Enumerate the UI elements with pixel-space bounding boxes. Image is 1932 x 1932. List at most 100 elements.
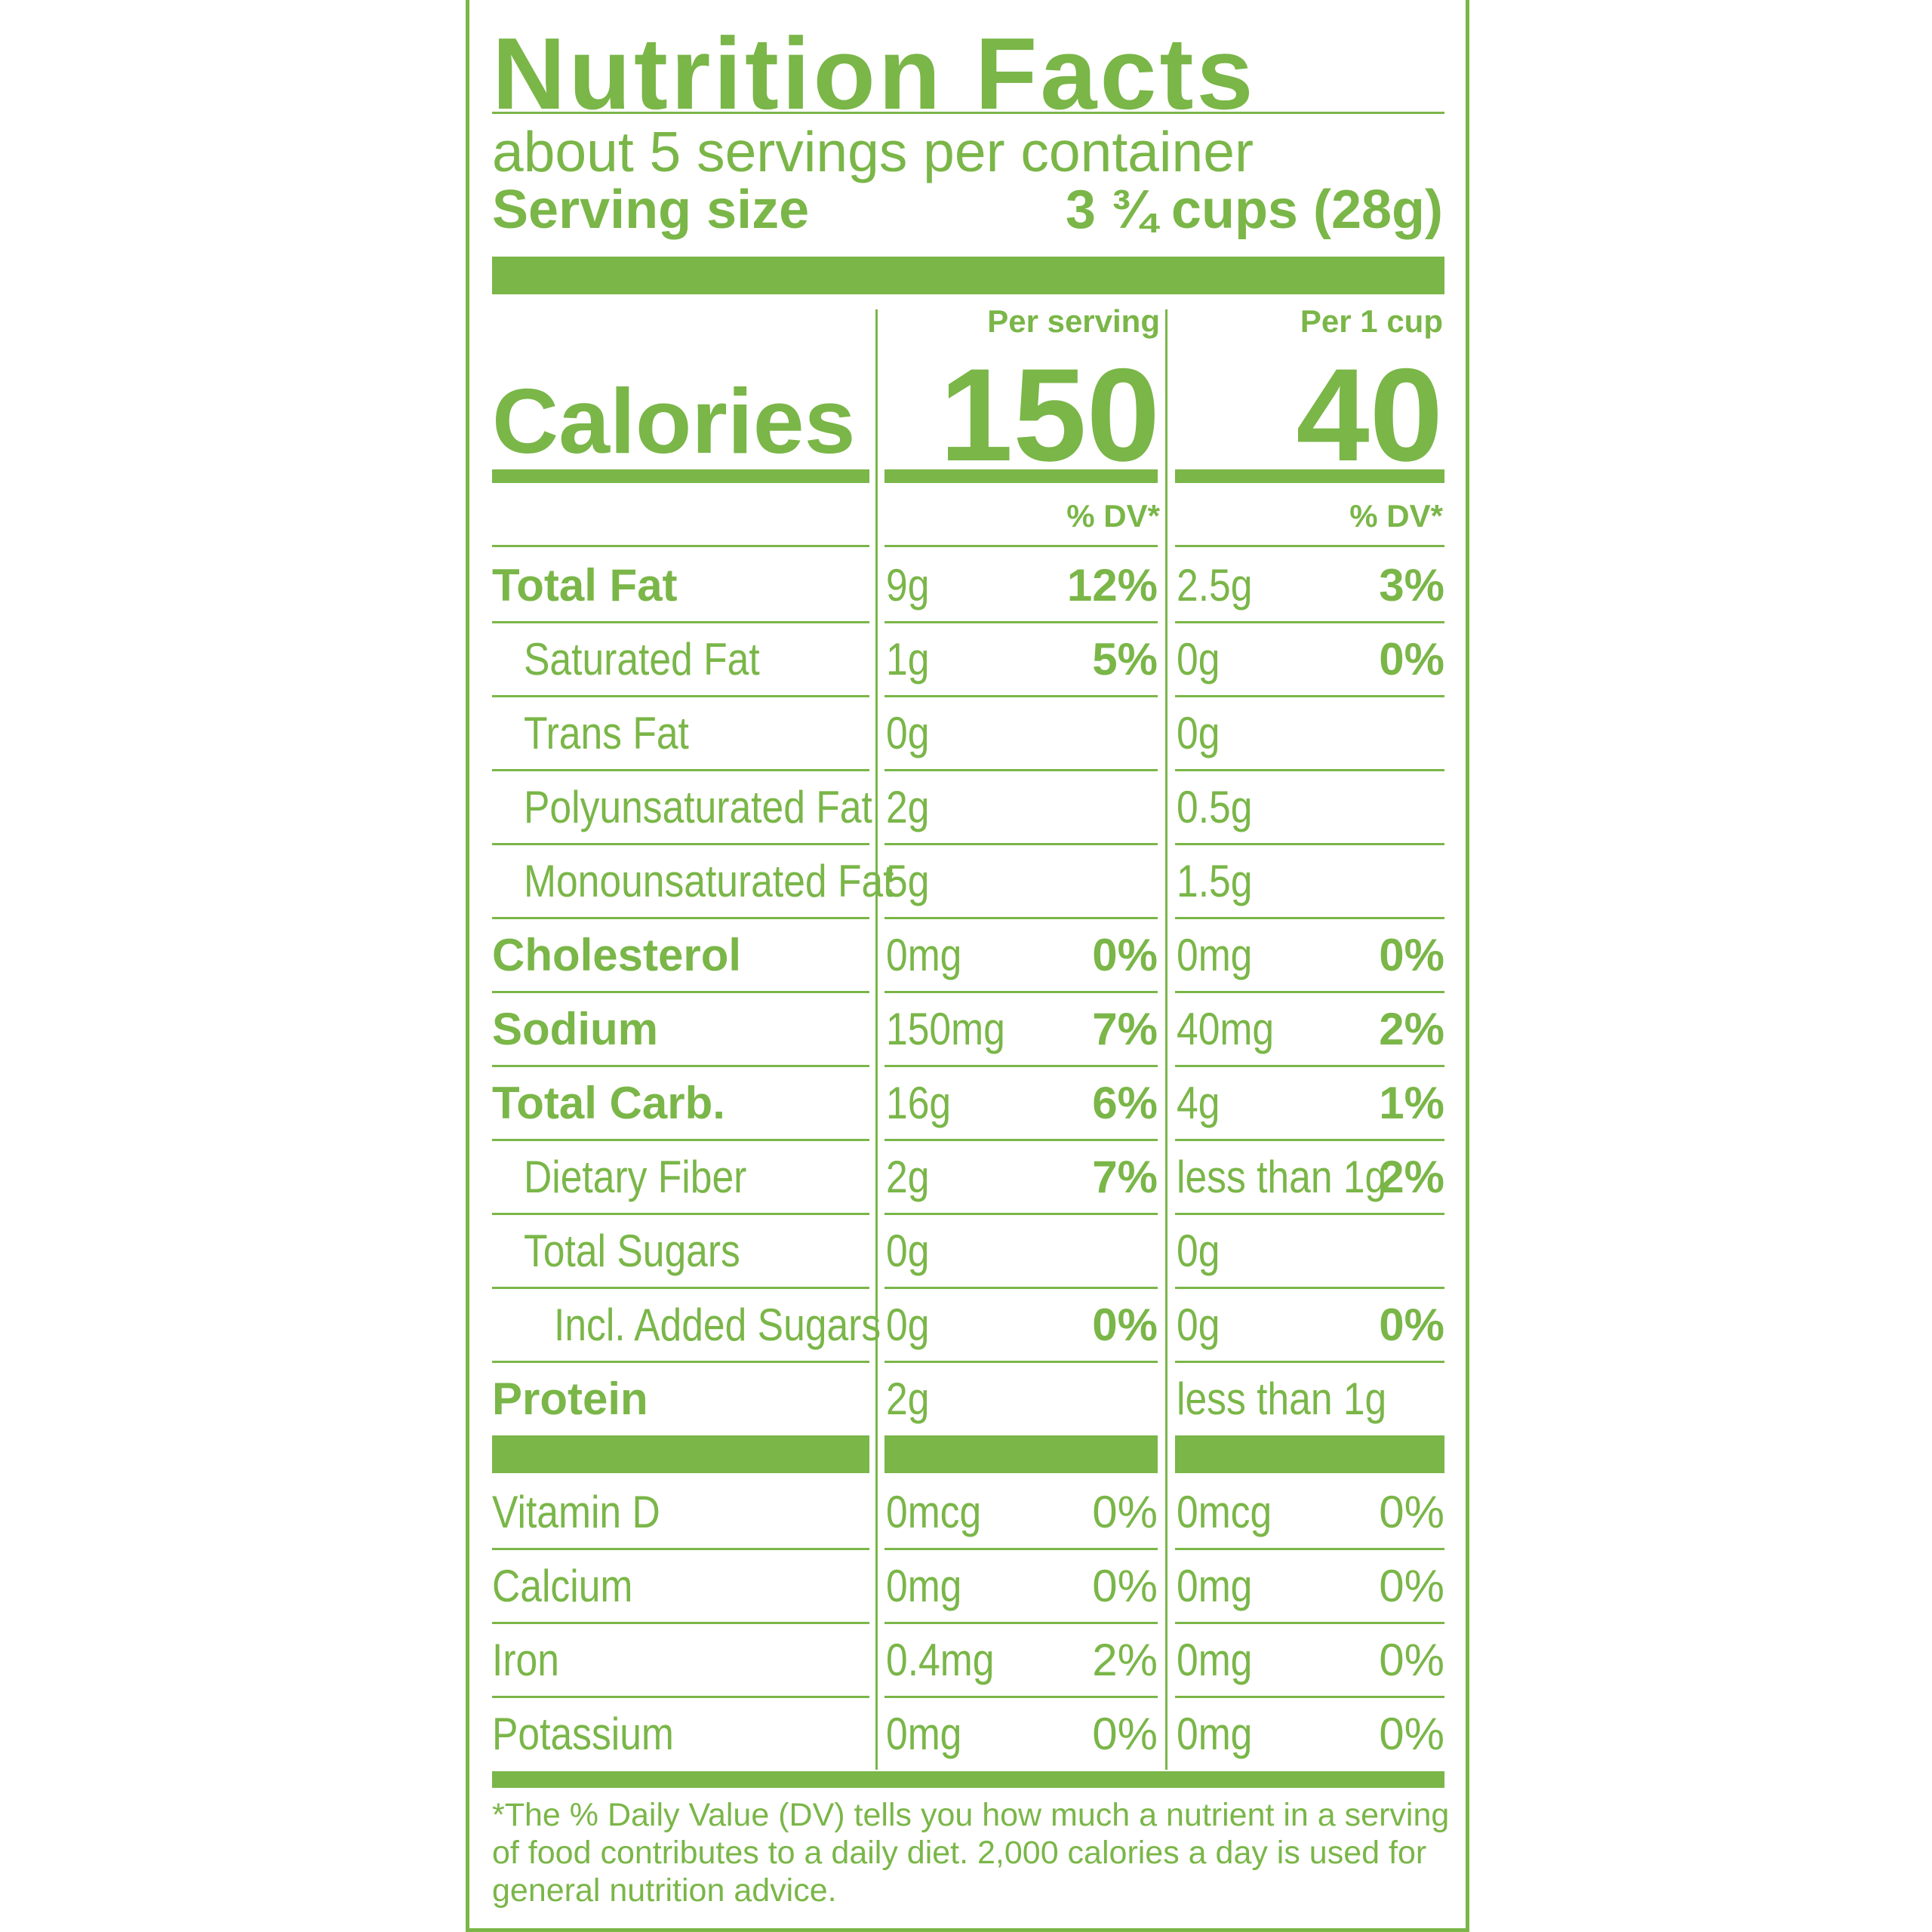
nutrient-name: Total Sugars: [524, 1215, 869, 1287]
daily-value-footnote: *The % Daily Value (DV) tells you how mu…: [492, 1797, 1450, 1909]
amount-per-cup: 4g: [1177, 1067, 1365, 1140]
dv-per-cup: 0%: [1324, 1476, 1444, 1549]
amount-per-cup-text: 2.5g: [1177, 560, 1253, 611]
row-divider: [1175, 843, 1444, 845]
nutrient-name: Polyunsaturated Fat: [524, 771, 872, 844]
row-divider: [1175, 917, 1444, 919]
dv-per-cup: 2%: [1324, 1141, 1444, 1214]
dv-per-serving-text: 0%: [1092, 1561, 1158, 1611]
row-divider: [884, 1361, 1158, 1363]
amount-per-cup: 1.5g: [1177, 845, 1365, 918]
dv-per-serving-text: 6%: [1092, 1078, 1158, 1128]
amount-per-serving: 0g: [886, 1289, 1060, 1361]
amount-per-cup: 0g: [1177, 1289, 1365, 1361]
dv-per-cup: 0%: [1324, 1698, 1444, 1770]
nutrient-name-text: Incl. Added Sugars: [554, 1300, 881, 1350]
thick-divider-vitamins-1: [492, 1435, 869, 1473]
amount-per-serving-text: 0g: [886, 1300, 930, 1350]
nutrient-name: Incl. Added Sugars: [554, 1289, 881, 1361]
dv-per-serving: [1037, 1215, 1158, 1287]
row-divider: [492, 1065, 869, 1067]
dv-per-cup: [1324, 1215, 1444, 1287]
column-divider-1: [875, 309, 878, 1770]
amount-per-serving: 0g: [886, 697, 1060, 770]
dv-per-serving: [1037, 845, 1158, 918]
amount-per-serving: 0mcg: [886, 1476, 1060, 1549]
dv-per-cup: [1324, 1363, 1444, 1435]
row-divider: [492, 695, 869, 697]
dv-per-serving-text: 7%: [1092, 1152, 1158, 1202]
row-divider: [1175, 769, 1444, 771]
dv-per-serving: [1037, 771, 1158, 844]
dv-per-serving: [1037, 1363, 1158, 1435]
amount-per-cup-text: 4g: [1177, 1078, 1220, 1128]
dv-per-cup-text: 0%: [1379, 1487, 1444, 1537]
amount-per-cup: 0g: [1177, 697, 1365, 770]
amount-per-cup: 0.5g: [1177, 771, 1365, 844]
dv-per-cup-text: 1%: [1379, 1078, 1444, 1128]
amount-per-cup-text: less than 1g: [1177, 1152, 1387, 1202]
amount-per-serving-text: 0mg: [886, 930, 962, 980]
row-divider: [884, 917, 1158, 919]
dv-divider-3: [1175, 545, 1444, 547]
amount-per-cup-text: 0.5g: [1177, 782, 1253, 832]
thick-divider-bottom: [492, 1771, 1444, 1788]
dv-header-per-cup: % DV*: [1349, 498, 1443, 534]
dv-per-serving-text: 0%: [1092, 930, 1158, 980]
dv-per-serving: 12%: [1037, 549, 1158, 622]
dv-per-serving-text: 12%: [1066, 560, 1158, 611]
dv-per-cup-text: 0%: [1379, 930, 1444, 980]
row-divider: [492, 1548, 869, 1550]
amount-per-cup: 0mg: [1177, 1550, 1365, 1623]
row-divider: [492, 1213, 869, 1215]
row-divider: [884, 1065, 1158, 1067]
dv-per-serving: 2%: [1037, 1624, 1158, 1697]
thick-divider-top: [492, 257, 1444, 294]
row-divider: [492, 1139, 869, 1141]
nutrition-facts-panel: Nutrition Facts about 5 servings per con…: [466, 0, 1469, 1932]
nutrient-name: Vitamin D: [492, 1476, 869, 1549]
amount-per-cup-text: 0g: [1177, 1226, 1220, 1276]
nutrient-name-text: Iron: [492, 1635, 559, 1685]
dv-header-per-serving: % DV*: [1066, 498, 1160, 534]
dv-per-cup: [1324, 697, 1444, 770]
nutrient-name-text: Total Sugars: [524, 1226, 740, 1276]
row-divider: [1175, 1287, 1444, 1289]
amount-per-serving-text: 9g: [886, 560, 930, 611]
amount-per-serving-text: 5g: [886, 856, 930, 906]
dv-per-serving-text: 0%: [1092, 1300, 1158, 1350]
row-divider: [492, 991, 869, 993]
nutrient-name-text: Total Carb.: [492, 1078, 725, 1128]
dv-per-serving: 0%: [1037, 1550, 1158, 1623]
amount-per-cup: 0mcg: [1177, 1476, 1365, 1549]
nutrient-name: Calcium: [492, 1550, 869, 1623]
nutrient-name-text: Cholesterol: [492, 930, 742, 980]
row-divider: [1175, 621, 1444, 623]
row-divider: [1175, 1622, 1444, 1624]
column-header-per-cup: Per 1 cup: [1300, 303, 1443, 339]
label-title: Nutrition Facts: [492, 17, 1257, 131]
dv-per-cup-text: 0%: [1379, 1561, 1444, 1611]
amount-per-cup: 0mg: [1177, 1624, 1365, 1697]
amount-per-serving: 5g: [886, 845, 1060, 918]
dv-per-cup-text: 0%: [1379, 1635, 1444, 1685]
row-divider: [1175, 1548, 1444, 1550]
dv-per-serving: 7%: [1037, 1141, 1158, 1214]
calories-divider-1: [492, 469, 869, 483]
dv-per-cup: 0%: [1324, 1289, 1444, 1361]
row-divider: [1175, 991, 1444, 993]
dv-per-serving: 0%: [1037, 919, 1158, 992]
row-divider: [492, 769, 869, 771]
dv-per-serving: [1037, 697, 1158, 770]
row-divider: [492, 1696, 869, 1698]
nutrient-name-text: Protein: [492, 1374, 648, 1424]
nutrient-name: Total Fat: [492, 549, 869, 622]
amount-per-cup-text: 1.5g: [1177, 856, 1253, 906]
column-header-per-serving: Per serving: [987, 303, 1160, 339]
amount-per-serving-text: 0mg: [886, 1561, 962, 1611]
calories-label: Calories: [492, 370, 856, 472]
amount-per-cup: 0g: [1177, 623, 1365, 696]
nutrient-name-text: Trans Fat: [524, 708, 689, 758]
calories-per-cup: 40: [1296, 342, 1443, 489]
dv-per-cup: 0%: [1324, 1550, 1444, 1623]
